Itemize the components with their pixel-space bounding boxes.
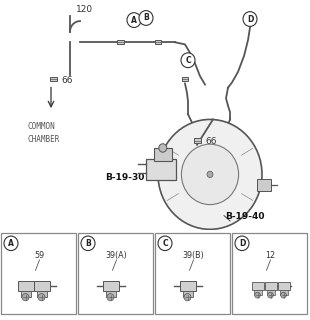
Bar (37, 291, 46, 297)
Bar (33, 281, 50, 291)
Text: 39(B): 39(B) (183, 251, 204, 260)
Bar (155, 40, 161, 44)
Text: COMMON: COMMON (28, 122, 56, 131)
Circle shape (158, 236, 172, 251)
Bar (103, 281, 118, 291)
Bar (146, 158, 176, 180)
Circle shape (243, 12, 257, 27)
Circle shape (81, 236, 95, 251)
Bar (179, 281, 196, 291)
Circle shape (181, 53, 195, 68)
Bar (257, 179, 271, 191)
Circle shape (255, 292, 260, 298)
Circle shape (235, 236, 249, 251)
Text: A: A (8, 239, 14, 248)
Text: B: B (143, 13, 149, 22)
Text: 39(A): 39(A) (106, 251, 127, 260)
Bar (154, 148, 172, 161)
Text: 66: 66 (61, 76, 73, 85)
Bar (183, 291, 193, 297)
Circle shape (38, 293, 45, 301)
Text: 59: 59 (34, 251, 45, 260)
Bar (155, 233, 230, 314)
Circle shape (158, 119, 262, 229)
Circle shape (22, 293, 29, 301)
Bar (17, 281, 33, 291)
Bar (50, 77, 56, 81)
Bar (20, 291, 30, 297)
Bar (254, 290, 262, 295)
Bar (105, 291, 116, 297)
Circle shape (207, 171, 213, 178)
Text: D: D (239, 239, 245, 248)
Text: 66: 66 (205, 137, 216, 146)
Bar (267, 290, 274, 295)
Text: CHAMBER: CHAMBER (28, 135, 60, 144)
Circle shape (139, 11, 153, 25)
Bar (117, 40, 123, 44)
Circle shape (159, 144, 167, 152)
Text: C: C (185, 56, 191, 65)
Text: B: B (85, 239, 91, 248)
Bar (1, 233, 76, 314)
Text: B-19-40: B-19-40 (225, 212, 264, 221)
Text: C: C (162, 239, 168, 248)
Circle shape (127, 13, 141, 28)
Bar (232, 233, 307, 314)
Bar (78, 233, 153, 314)
Bar (277, 282, 290, 290)
Bar (193, 139, 201, 143)
Circle shape (184, 293, 191, 301)
Circle shape (268, 292, 273, 298)
Bar (251, 282, 264, 290)
Circle shape (281, 292, 286, 298)
Bar (264, 282, 277, 290)
Circle shape (107, 293, 114, 301)
Circle shape (4, 236, 18, 251)
Text: 120: 120 (77, 5, 94, 14)
Circle shape (181, 144, 239, 204)
Text: B-19-30: B-19-30 (105, 173, 144, 182)
Text: 12: 12 (265, 251, 276, 260)
Bar (280, 290, 287, 295)
Text: A: A (131, 16, 137, 25)
Bar (182, 77, 188, 81)
Text: D: D (247, 14, 253, 24)
